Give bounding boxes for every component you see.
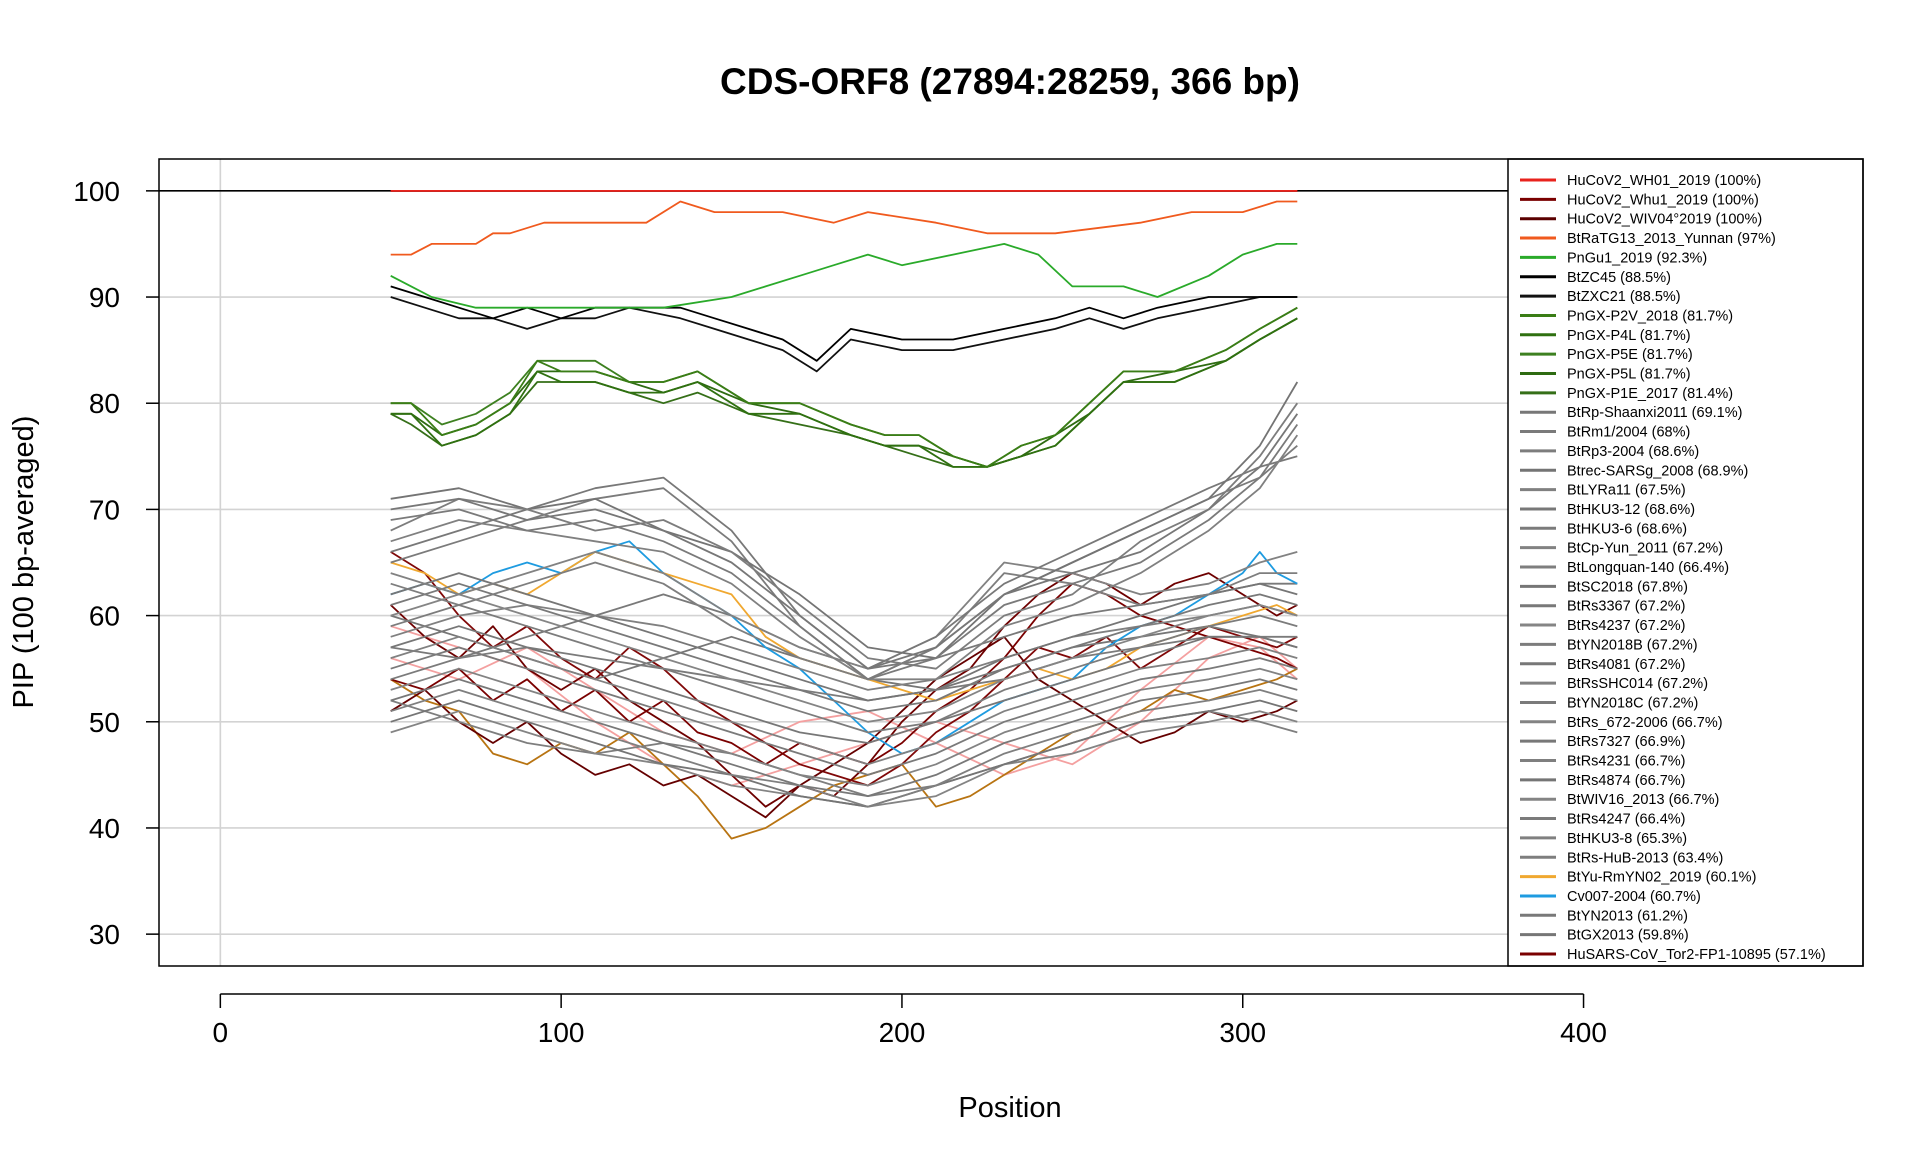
legend-label: Btrec-SARSg_2008 (68.9%) [1567,463,1748,479]
extra-series-line [390,667,1298,840]
legend-label: BtRsSHC014 (67.2%) [1567,676,1708,692]
series-line [390,689,1298,808]
chart-title: CDS-ORF8 (27894:28259, 366 bp) [720,61,1300,102]
extra-series-line [390,551,1298,787]
series-line [390,604,1298,734]
series-line [390,381,1299,659]
legend-label: BtHKU3-12 (68.6%) [1567,502,1695,518]
legend-label: BtRs4231 (66.7%) [1567,754,1685,770]
legend-label: BtRs4237 (67.2%) [1567,618,1685,634]
legend-label: BtYN2018B (67.2%) [1567,637,1698,653]
y-tick-label: 30 [89,919,120,950]
legend-label: PnGX-P1E_2017 (81.4%) [1567,386,1733,402]
series-line [390,200,1298,256]
y-tick-label: 100 [73,176,120,207]
series-line [390,413,1299,670]
legend-label: HuCoV2_Whu1_2019 (100%) [1567,192,1759,208]
legend-label: BtRs7327 (66.9%) [1567,734,1685,750]
y-tick-label: 60 [89,601,120,632]
legend-label: BtHKU3-8 (65.3%) [1567,831,1687,847]
x-tick-label: 400 [1560,1017,1607,1048]
series-line [390,296,1298,373]
legend-label: PnGX-P5L (81.7%) [1567,367,1691,383]
series-line [390,678,1298,797]
legend-label: BtRaTG13_2013_Yunnan (97%) [1567,231,1776,247]
legend-label: BtCp-Yun_2011 (67.2%) [1567,541,1723,557]
legend-label: PnGX-P5E (81.7%) [1567,347,1693,363]
series-line [390,317,1298,468]
grid-lines [159,159,1508,966]
series-line [390,646,1298,776]
series-line [390,317,1298,468]
series-line [390,285,1298,362]
series-line [390,434,1299,681]
legend-label: BtRs-HuB-2013 (63.4%) [1567,850,1723,866]
legend-label: BtRs3367 (67.2%) [1567,599,1685,615]
legend-label: BtZC45 (88.5%) [1567,270,1671,286]
legend-label: HuCoV2_WIV04°2019 (100%) [1567,212,1762,228]
x-tick-label: 0 [213,1017,229,1048]
legend-label: BtRp-Shaanxi2011 (69.1%) [1567,405,1742,421]
legend-label: HuSARS-CoV_Tor2-FP1-10895 (57.1%) [1567,947,1826,963]
y-axis-title: PIP (100 bp-averaged) [8,416,40,709]
legend-label: HuCoV2_WH01_2019 (100%) [1567,173,1761,189]
series-line [390,582,1298,713]
y-tick-label: 50 [89,707,120,738]
series-line [390,625,1298,744]
x-tick-label: 300 [1219,1017,1266,1048]
legend: HuCoV2_WH01_2019 (100%) HuCoV2_Whu1_2019 … [1507,158,1864,967]
legend-label: BtSC2018 (67.8%) [1567,579,1688,595]
legend-label: BtRs4874 (66.7%) [1567,773,1685,789]
x-axis: 0 100 200 300 400 [213,993,1607,1048]
legend-label: BtRs4081 (67.2%) [1567,657,1685,673]
legend-label: BtLongquan-140 (66.4%) [1567,560,1729,576]
legend-label: Cv007-2004 (60.7%) [1567,889,1701,905]
series-line [390,604,1298,691]
plot-frame [158,158,1864,967]
y-tick-label: 70 [89,494,120,525]
legend-label: PnGX-P4L (81.7%) [1567,328,1691,344]
series-line [390,667,1298,787]
legend-label: BtYN2018C (67.2%) [1567,695,1698,711]
x-tick-label: 100 [538,1017,585,1048]
series-lines [390,189,1299,840]
legend-label: BtHKU3-6 (68.6%) [1567,521,1687,537]
legend-label: BtLYRa11 (67.5%) [1567,483,1686,499]
series-line [390,306,1298,468]
legend-label: BtYN2013 (61.2%) [1567,908,1688,924]
series-line [390,317,1298,468]
y-axis: 30 40 50 60 70 80 90 100 [73,176,159,950]
legend-label: BtZXC21 (88.5%) [1567,289,1681,305]
legend-box [1507,158,1864,967]
series-line [390,242,1298,309]
legend-label: BtRs4247 (66.4%) [1567,812,1685,828]
series-line [390,423,1299,681]
legend-label: BtRm1/2004 (68%) [1567,425,1690,441]
legend-label: BtGX2013 (59.8%) [1567,928,1689,944]
legend-label: BtWIV16_2013 (66.7%) [1567,792,1719,808]
series-line [390,572,1298,702]
legend-label: BtRp3-2004 (68.6%) [1567,444,1699,460]
series-line [390,593,1298,723]
y-tick-label: 90 [89,282,120,313]
x-tick-label: 200 [879,1017,926,1048]
x-axis-title: Position [958,1092,1061,1124]
legend-label: BtRs_672-2006 (66.7%) [1567,715,1723,731]
legend-label: PnGX-P2V_2018 (81.7%) [1567,308,1733,324]
series-line [390,699,1298,808]
y-tick-label: 80 [89,388,120,419]
legend-label: BtYu-RmYN02_2019 (60.1%) [1567,870,1756,886]
y-tick-label: 40 [89,813,120,844]
series-line [390,635,1298,766]
legend-label: PnGu1_2019 (92.3%) [1567,250,1707,266]
